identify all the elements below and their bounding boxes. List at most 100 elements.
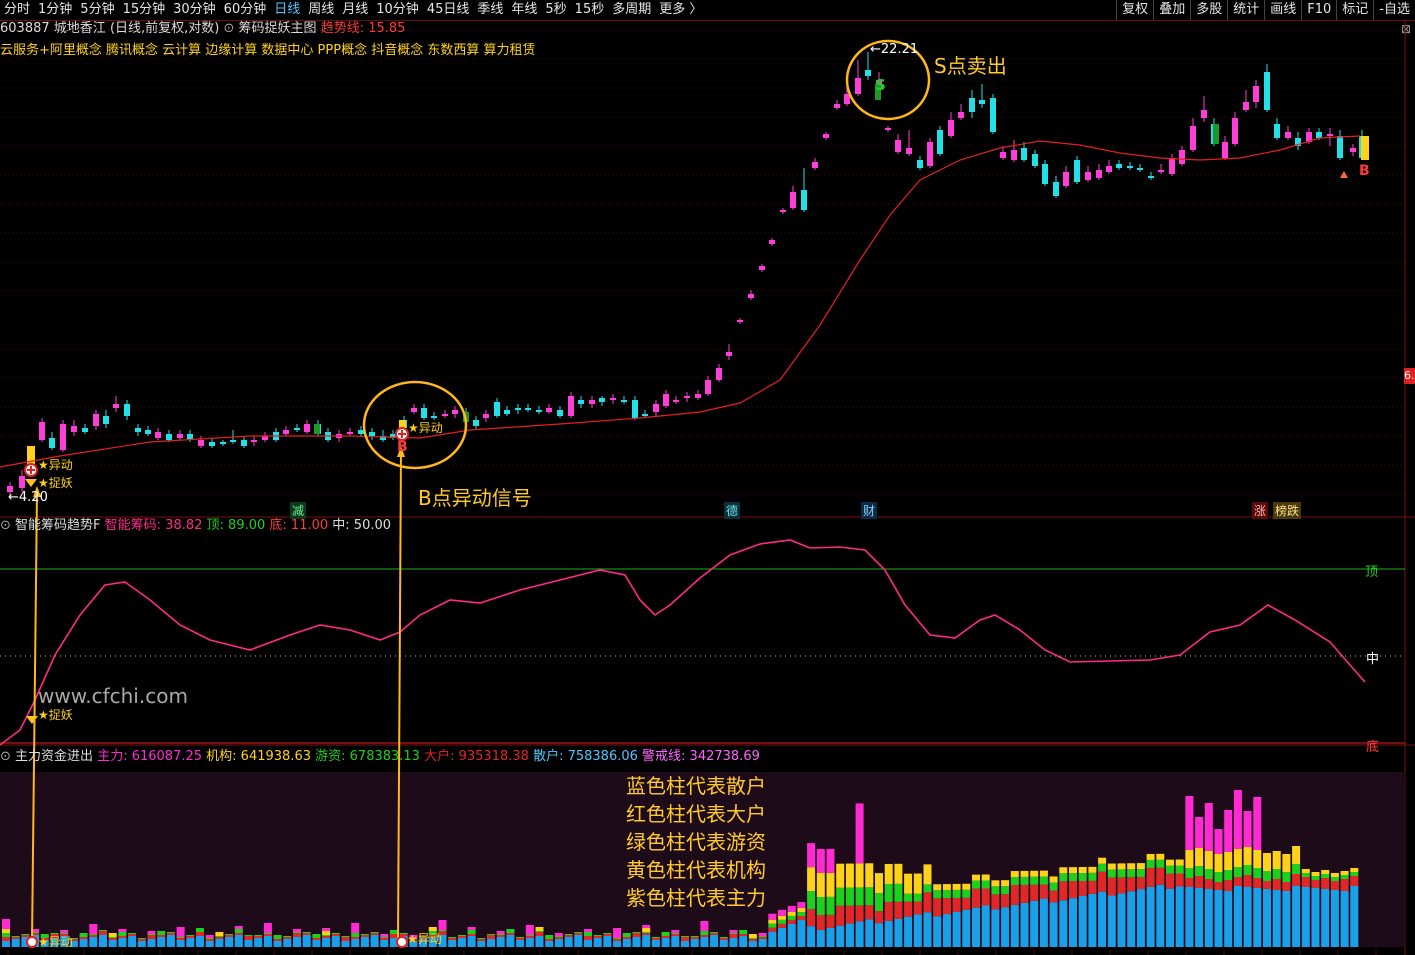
period-tab[interactable]: 5分钟 <box>80 2 115 17</box>
fund-bar-segment <box>1292 846 1301 864</box>
event-tag[interactable]: 财 <box>861 502 878 519</box>
tool-button[interactable]: 叠加 <box>1153 0 1190 20</box>
fund-bar-segment <box>826 896 835 915</box>
candle <box>621 400 627 402</box>
candle <box>632 400 638 418</box>
fund-bar-segment <box>865 905 874 920</box>
fund-bar-segment <box>584 929 592 932</box>
fund-bar-segment <box>409 935 418 938</box>
candle <box>494 402 500 416</box>
fund-bar-segment <box>380 938 389 940</box>
fund-bar-segment <box>351 937 360 939</box>
fund-bar-segment <box>176 927 185 937</box>
candle <box>187 434 193 440</box>
candle <box>525 408 531 410</box>
fund-bar-segment <box>1282 872 1291 882</box>
fund-bar-segment <box>787 919 796 924</box>
sell-annotation: S点卖出 <box>934 54 1007 78</box>
fund-bar-segment <box>952 889 961 898</box>
tool-button[interactable]: 复权 <box>1116 0 1153 20</box>
event-tag[interactable]: 榜跌 <box>1273 502 1302 519</box>
indicator-toggle-icon[interactable]: ⊙ <box>0 518 11 533</box>
legend-youzi: 绿色柱代表游资 <box>626 830 766 854</box>
period-tab[interactable]: 15秒 <box>574 2 605 17</box>
period-tab[interactable]: 5秒 <box>545 2 567 17</box>
period-tab[interactable]: 分时 <box>4 2 31 17</box>
indicator-toggle-icon[interactable]: ⊙ <box>0 749 11 764</box>
indicator-toggle-icon[interactable]: ⊙ <box>223 21 235 36</box>
fund-bar-segment <box>525 936 534 938</box>
tool-button[interactable]: 标记 <box>1336 0 1373 20</box>
tool-button[interactable]: 多股 <box>1190 0 1227 20</box>
fund-bar-segment <box>535 932 544 936</box>
fund-bar-segment <box>1195 848 1204 866</box>
period-tab[interactable]: 季线 <box>477 2 504 17</box>
fund-bar-segment <box>477 939 486 941</box>
period-tab[interactable]: 1分钟 <box>38 2 73 17</box>
fund-bar-segment <box>1214 829 1223 854</box>
event-tag[interactable]: 减 <box>290 502 307 519</box>
fund-bar-segment <box>972 880 980 889</box>
candle <box>1316 132 1322 138</box>
candle <box>60 424 66 450</box>
event-tag[interactable]: 涨 <box>1252 502 1269 519</box>
fund-flow-name[interactable]: 主力资金进出 <box>15 749 94 764</box>
period-tab[interactable]: 15分钟 <box>122 2 166 17</box>
fund-bar-segment <box>904 901 913 917</box>
fund-bar-segment <box>1136 869 1145 878</box>
tool-button[interactable]: F10 <box>1301 0 1336 20</box>
event-tag[interactable]: 德 <box>724 502 741 519</box>
fund-bar-segment <box>244 940 253 947</box>
fund-bar-segment <box>855 887 864 906</box>
sell-signal-letter: S <box>875 76 886 94</box>
fund-bar-segment <box>584 936 592 940</box>
fund-bar-segment <box>399 934 408 936</box>
fund-bar-segment <box>312 938 321 940</box>
main-indicator-name[interactable]: 筹码捉妖主图 <box>238 21 317 36</box>
fund-bar-segment <box>661 932 670 936</box>
tool-button[interactable]: 统计 <box>1227 0 1264 20</box>
fund-bar-segment <box>1321 874 1330 878</box>
fund-bar-segment <box>390 930 398 934</box>
fund-bar-segment <box>108 933 117 937</box>
period-tab[interactable]: 年线 <box>511 2 538 17</box>
fund-bar-segment <box>758 933 767 936</box>
fund-bar-segment <box>1330 877 1339 881</box>
period-tab[interactable]: 更多 〉 <box>659 2 703 17</box>
period-tab[interactable]: 60分钟 <box>223 2 267 17</box>
period-tab[interactable]: 月线 <box>342 2 369 17</box>
fund-bar-segment <box>855 863 864 888</box>
fund-bar-segment <box>797 920 806 947</box>
fund-bar-segment <box>1233 849 1242 867</box>
candle <box>1232 118 1238 144</box>
close-pane-icon[interactable]: ⊠ <box>1400 22 1411 36</box>
tool-button[interactable]: -自选 <box>1373 0 1415 20</box>
fund-bar-segment <box>1301 887 1310 947</box>
mid-value: 中: 50.00 <box>332 518 392 533</box>
fund-bar-segment <box>962 909 971 947</box>
fund-bar-segment <box>1340 891 1349 947</box>
candle <box>390 434 396 438</box>
fund-bar-segment <box>700 931 709 935</box>
fund-bar-segment <box>1204 889 1213 947</box>
period-tab[interactable]: 10分钟 <box>376 2 419 17</box>
fund-bar-segment <box>574 933 583 935</box>
tool-button[interactable]: 画线 <box>1264 0 1301 20</box>
oscillator-name[interactable]: 智能筹码趋势F <box>15 518 101 533</box>
fund-bar-segment <box>1301 869 1310 873</box>
fund-bar-segment <box>894 901 903 919</box>
oscillator-header: ⊙ 智能筹码趋势F 智能筹码: 38.82 顶: 89.00 底: 11.00 … <box>0 518 391 534</box>
fund-bar-segment <box>1069 867 1077 874</box>
fund-bar-segment <box>1224 870 1233 880</box>
fund-bar-segment <box>1175 865 1184 874</box>
period-tab[interactable]: 多周期 <box>612 2 652 17</box>
fund-bar-segment <box>1010 871 1019 878</box>
candle <box>304 424 310 432</box>
period-tab[interactable]: 45日线 <box>426 2 470 17</box>
fund-bar-segment <box>370 935 379 947</box>
stock-name[interactable]: 城地香江 <box>53 21 106 36</box>
period-tab[interactable]: 30分钟 <box>173 2 216 17</box>
period-tab[interactable]: 周线 <box>308 2 335 17</box>
period-tab[interactable]: 日线 <box>274 2 301 17</box>
fund-bar-segment <box>147 935 156 939</box>
